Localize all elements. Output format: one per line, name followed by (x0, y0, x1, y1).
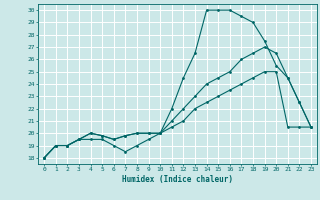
X-axis label: Humidex (Indice chaleur): Humidex (Indice chaleur) (122, 175, 233, 184)
